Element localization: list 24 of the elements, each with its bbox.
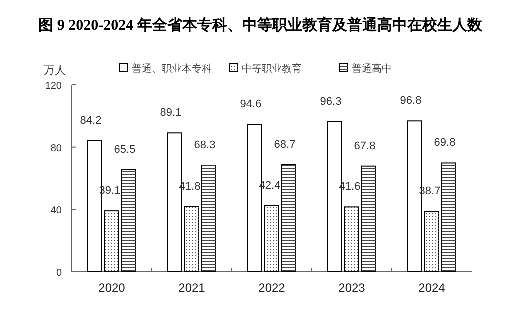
y-tick-label: 80 [50,143,62,154]
y-tick-label: 120 [45,81,62,92]
x-tick-label: 2022 [258,281,286,295]
x-tick-label: 2021 [178,281,206,295]
data-label: 84.2 [80,114,102,127]
y-tick-label: 0 [56,268,62,279]
x-tick-label: 2024 [418,281,446,295]
data-label: 67.8 [354,140,376,152]
data-label: 68.3 [194,140,216,152]
data-label: 96.3 [320,96,342,108]
y-tick-label: 40 [50,206,62,217]
x-tick-label: 2023 [338,281,366,295]
y-axis-title: 万人 [44,65,66,77]
legend-label: 中等职业教育 [242,63,302,75]
x-tick-label: 2020 [98,281,126,295]
legend-label: 普通、职业本专科 [132,63,212,75]
data-label: 96.8 [400,95,422,108]
legend-label: 普通高中 [352,63,392,75]
chart-title: 图 9 2020-2024 年全省本专科、中等职业教育及普通高中在校生人数 [38,16,484,34]
data-label: 89.1 [160,107,182,120]
data-label: 94.6 [240,98,262,111]
data-label: 69.8 [434,137,456,150]
data-label: 68.7 [274,138,296,151]
data-label: 65.5 [114,144,136,156]
